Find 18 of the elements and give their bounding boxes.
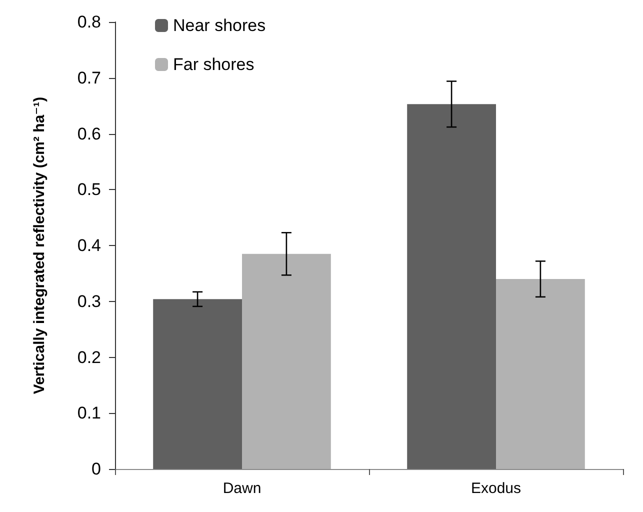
legend-label: Far shores bbox=[173, 55, 254, 74]
bar bbox=[242, 254, 331, 469]
bar bbox=[153, 299, 242, 469]
y-axis-title: Vertically integrated reflectivity (cm² ha⁻¹) bbox=[31, 96, 48, 394]
x-tick-label: Dawn bbox=[222, 480, 262, 497]
y-tick-label: 0.5 bbox=[77, 180, 101, 200]
bar bbox=[496, 279, 585, 469]
bar bbox=[407, 104, 496, 469]
y-tick-label: 0.1 bbox=[77, 404, 101, 423]
legend-label: Near shores bbox=[173, 16, 266, 35]
x-tick-label: Exodus bbox=[470, 480, 522, 497]
y-tick-label: 0.3 bbox=[77, 292, 101, 311]
y-tick-label: 0.6 bbox=[77, 124, 101, 144]
y-tick-label: 0.4 bbox=[77, 236, 101, 255]
y-tick-label: 0.2 bbox=[77, 348, 101, 367]
y-tick-label: 0.8 bbox=[77, 12, 101, 32]
y-tick-label: 0 bbox=[92, 460, 101, 478]
y-tick-label: 0.7 bbox=[77, 68, 101, 88]
